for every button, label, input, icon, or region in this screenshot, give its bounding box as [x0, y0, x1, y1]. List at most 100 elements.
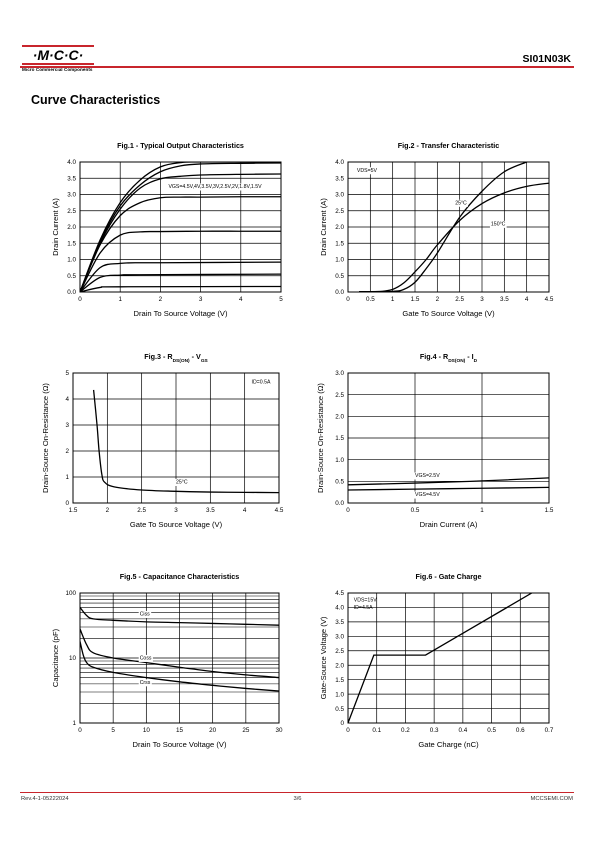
x-tick-label: 0.5: [411, 507, 420, 514]
y-tick-label: 0.5: [335, 479, 344, 486]
series-group: [92, 389, 279, 494]
y-tick-label: 1.5: [67, 240, 76, 247]
annotation-background: [454, 199, 469, 207]
chart-title: Fig.4 - RDS(ON) - ID: [420, 352, 478, 364]
annotation-background: [355, 167, 379, 175]
annotation-label: VDS=15V: [354, 598, 377, 604]
annotation-label: 25°C: [176, 480, 188, 486]
x-tick-label: 30: [275, 727, 283, 734]
x-tick-label: 10: [143, 727, 151, 734]
x-axis-label: Drain To Source Voltage (V): [134, 309, 228, 318]
series-line: [80, 607, 279, 626]
y-tick-label: 100: [65, 590, 76, 597]
x-tick-label: 4.5: [545, 296, 554, 303]
x-tick-label: 2: [159, 296, 163, 303]
series-group: [348, 477, 549, 491]
y-tick-label: 1.5: [335, 677, 344, 684]
y-tick-label: 0.5: [67, 273, 76, 280]
series-line: [80, 261, 281, 292]
y-tick-label: 1.0: [335, 257, 344, 264]
y-tick-label: 4.0: [335, 159, 344, 166]
x-tick-label: 4: [525, 296, 529, 303]
annotation-label: 25°C: [455, 200, 467, 206]
y-tick-label: 2.0: [67, 224, 76, 231]
y-tick-label: 3.5: [67, 175, 76, 182]
y-tick-label: 4.0: [67, 159, 76, 166]
annotation-background: [250, 378, 272, 386]
y-axis-label: Drain-Source On-Resistance (Ω): [41, 383, 50, 493]
series-line: [80, 162, 281, 292]
y-tick-label: 3.0: [335, 192, 344, 199]
series-group: [80, 607, 279, 692]
y-tick-label: 1.0: [67, 257, 76, 264]
chart-fig4: Fig.4 - RDS(ON) - ID 0 0.5 1 1.5 0.0 0.5 1.0 1.5…: [316, 352, 554, 529]
y-tick-label: 3.0: [67, 192, 76, 199]
y-axis-label: Drain-Source On-Resistance (Ω): [316, 383, 325, 493]
x-tick-label: 3: [480, 296, 484, 303]
annotation-label: Coss: [140, 655, 152, 661]
y-tick-label: 1.5: [335, 435, 344, 442]
series-line: [359, 162, 527, 292]
chart-title: Fig.1 - Typical Output Characteristics: [117, 141, 244, 150]
chart-fig6: Fig.6 - Gate Charge 0 0.1 0.2 0.3 0.4 0.5 0.6 0.…: [319, 572, 554, 749]
plot-frame: [347, 372, 550, 504]
y-tick-label: 2.5: [335, 208, 344, 215]
y-tick-label: 1.5: [335, 240, 344, 247]
annotation-background: [175, 479, 189, 486]
x-tick-label: 1: [480, 507, 484, 514]
series-line: [348, 486, 549, 491]
x-tick-label: 1.5: [411, 296, 420, 303]
logo-subtitle: Micro Commercial Components: [22, 67, 93, 72]
y-axis-label: Gate-Source Voltage (V): [319, 616, 328, 699]
x-tick-label: 0.5: [487, 727, 496, 734]
part-number: SI01N03K: [522, 53, 571, 65]
x-tick-label: 3: [199, 296, 203, 303]
x-tick-label: 1: [391, 296, 395, 303]
x-tick-label: 0.6: [516, 727, 525, 734]
series-line: [80, 162, 281, 292]
x-tick-label: 20: [209, 727, 217, 734]
series-group: [80, 162, 281, 292]
footer-website: MCCSEMI.COM: [530, 796, 573, 802]
plot-frame: [347, 161, 550, 293]
annotation-background: [138, 654, 153, 662]
series-line: [92, 389, 279, 494]
y-tick-label: 1.0: [335, 457, 344, 464]
y-tick-label: 3.5: [335, 175, 344, 182]
y-tick-label: 2.5: [335, 648, 344, 655]
y-tick-label: 4.5: [335, 590, 344, 597]
chart-title: Fig.2 - Transfer Characteristic: [398, 141, 499, 150]
series-line: [80, 273, 281, 292]
chart-title-part: - I: [465, 352, 473, 361]
annotation-label: Crss: [140, 680, 151, 686]
y-tick-label: 3: [65, 422, 69, 429]
y-tick-label: 10: [69, 655, 77, 662]
chart-title-part: Fig.4 - R: [420, 352, 449, 361]
x-axis-label: Gate Charge (nC): [418, 740, 479, 749]
chart-title: Fig.5 - Capacitance Characteristics: [120, 572, 239, 581]
y-tick-label: 2.5: [335, 392, 344, 399]
y-tick-label: 2.0: [335, 414, 344, 421]
section-title: Curve Characteristics: [31, 93, 161, 107]
footer-rule: [20, 792, 574, 793]
x-axis-label: Gate To Source Voltage (V): [402, 309, 495, 318]
x-tick-label: 0.7: [545, 727, 554, 734]
x-tick-label: 25: [242, 727, 250, 734]
series-line: [80, 285, 281, 292]
y-tick-label: 1: [65, 474, 69, 481]
x-tick-label: 1.5: [69, 507, 78, 514]
y-tick-label: 0: [340, 720, 344, 727]
y-axis-label: Drain Current (A): [319, 198, 328, 256]
annotation-background: [138, 679, 152, 687]
series-line: [348, 593, 533, 723]
x-tick-label: 0.2: [401, 727, 410, 734]
y-tick-label: 0.5: [335, 273, 344, 280]
chart-title-part: Fig.3 - R: [144, 352, 173, 361]
y-tick-label: 0: [65, 500, 69, 507]
y-tick-label: 5: [65, 370, 69, 377]
chart-title-part: GS: [201, 358, 209, 364]
x-tick-label: 2.5: [455, 296, 464, 303]
annotation-label: Ciss: [140, 612, 150, 618]
chart-title: Fig.6 - Gate Charge: [416, 572, 482, 581]
y-tick-label: 1: [72, 720, 76, 727]
